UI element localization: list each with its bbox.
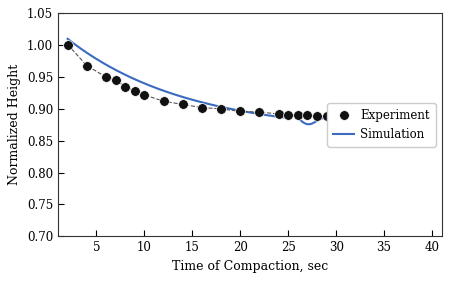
Experiment [103,75,108,79]
Experiment [295,114,301,117]
Experiment [142,93,147,97]
Experiment [180,103,185,106]
Simulation [277,115,282,119]
Simulation [406,129,411,133]
Experiment [276,112,281,116]
Simulation [379,126,384,129]
Experiment [324,114,329,117]
Line: Experiment: Experiment [63,40,341,121]
Experiment [161,99,166,103]
Experiment [238,110,243,113]
Experiment [84,64,90,67]
Experiment [122,85,128,88]
Line: Simulation: Simulation [68,39,432,131]
Simulation [429,126,435,130]
Experiment [199,106,205,109]
Simulation [297,118,302,121]
Simulation [342,125,347,129]
Experiment [132,89,137,93]
Experiment [113,78,118,82]
Experiment [333,115,339,118]
Simulation [286,113,292,116]
Experiment [285,113,291,116]
Legend: Experiment, Simulation: Experiment, Simulation [327,103,436,147]
Experiment [305,114,310,117]
Experiment [218,107,224,110]
Y-axis label: Normalized Height: Normalized Height [9,64,21,185]
X-axis label: Time of Compaction, sec: Time of Compaction, sec [172,260,328,273]
Experiment [65,43,70,46]
Experiment [256,110,262,114]
Experiment [314,114,319,117]
Simulation [87,53,93,56]
Simulation [65,37,70,40]
